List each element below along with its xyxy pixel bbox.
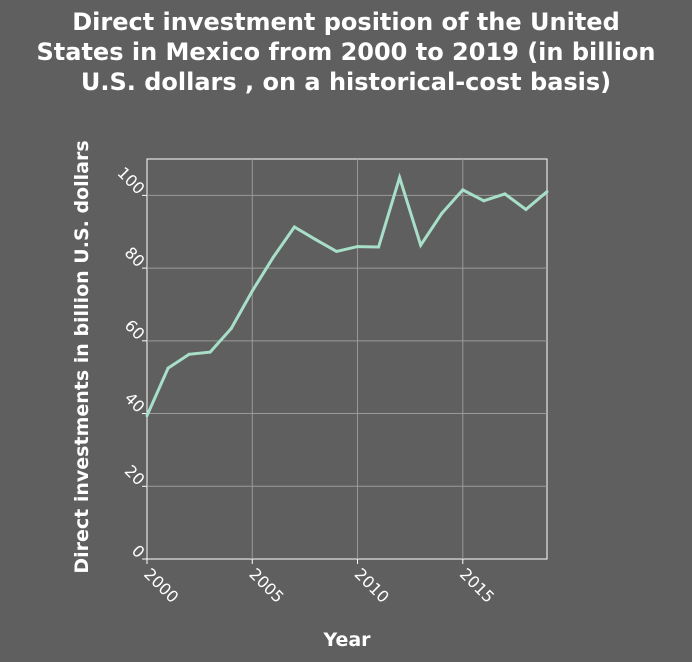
x-tick-label: 2005: [245, 564, 287, 606]
data-point: [208, 350, 212, 354]
data-point: [229, 326, 233, 330]
data-point: [377, 245, 381, 249]
y-tick-label: 40: [121, 389, 149, 417]
x-tick-label: 2015: [456, 564, 498, 606]
data-point: [187, 352, 191, 356]
gridlines: [147, 159, 547, 559]
data-point: [313, 237, 317, 241]
data-point: [271, 255, 275, 259]
data-point: [334, 249, 338, 253]
data-point: [166, 366, 170, 370]
data-point: [145, 414, 149, 418]
data-point: [398, 176, 402, 180]
chart-title: Direct investment position of the United…: [37, 8, 656, 96]
data-point: [356, 245, 360, 249]
data-point: [292, 225, 296, 229]
y-tick-label: 60: [121, 316, 149, 344]
y-tick-label: 20: [121, 461, 149, 489]
x-tick-label: 2010: [351, 564, 393, 606]
y-axis-label: Direct investments in billion U.S. dolla…: [71, 140, 93, 573]
data-point: [524, 208, 528, 212]
chart-title-line-2: States in Mexico from 2000 to 2019 (in b…: [37, 38, 656, 66]
data-point: [461, 188, 465, 192]
data-point: [503, 192, 507, 196]
series-layer: [145, 172, 549, 418]
plot-area: [146, 158, 548, 560]
y-tick-label: 100: [114, 163, 149, 198]
chart-title-line-1: Direct investment position of the United: [72, 8, 620, 36]
data-point: [482, 199, 486, 203]
x-tick-label: 2000: [140, 564, 182, 606]
data-point: [545, 190, 549, 194]
chart-title-line-3: U.S. dollars , on a historical-cost basi…: [81, 68, 611, 96]
data-point: [250, 289, 254, 293]
data-point: [419, 243, 423, 247]
x-axis-label: Year: [322, 629, 371, 651]
series-line: [145, 172, 548, 417]
data-point: [440, 212, 444, 216]
y-tick-label: 80: [121, 243, 149, 271]
